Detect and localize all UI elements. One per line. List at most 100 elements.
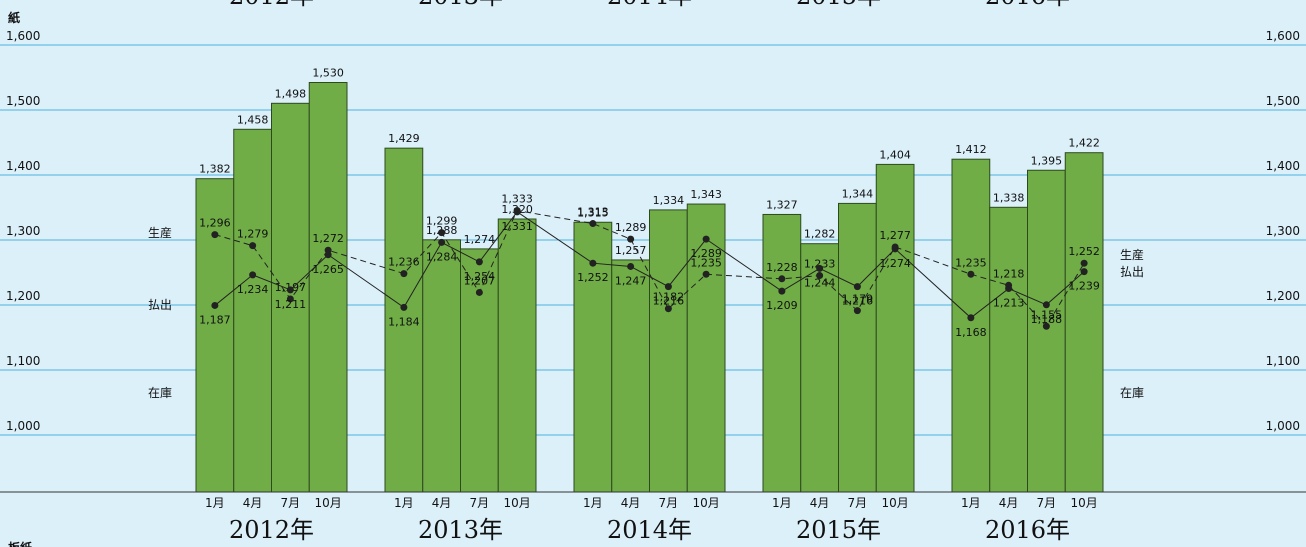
bar-value-label: 1,257 bbox=[615, 244, 647, 257]
point-value-label: 1,289 bbox=[690, 247, 722, 260]
x-tick-label: 7月 bbox=[659, 496, 679, 510]
point-value-label: 1,274 bbox=[879, 257, 911, 270]
point-value-label: 1,331 bbox=[501, 220, 533, 233]
bar-value-label: 1,458 bbox=[237, 113, 269, 126]
point bbox=[589, 220, 597, 228]
chart-title: 紙 bbox=[8, 10, 20, 25]
point bbox=[816, 264, 824, 272]
bar bbox=[1027, 169, 1066, 493]
y-tick-label: 1,100 bbox=[1266, 354, 1300, 368]
x-tick-label: 10月 bbox=[314, 496, 341, 510]
point-value-label: 1,234 bbox=[237, 283, 269, 296]
bar bbox=[233, 128, 272, 493]
point-value-label: 1,265 bbox=[312, 263, 344, 276]
bar bbox=[838, 202, 877, 493]
point-value-label: 1,252 bbox=[1068, 245, 1100, 258]
x-tick-label: 4月 bbox=[810, 496, 830, 510]
point bbox=[1080, 268, 1088, 276]
bar bbox=[762, 213, 802, 493]
y-tick-label: 1,300 bbox=[6, 224, 40, 238]
point bbox=[1042, 322, 1050, 330]
bar-value-label: 1,382 bbox=[199, 163, 231, 176]
x-tick-label: 7月 bbox=[848, 496, 868, 510]
point bbox=[816, 272, 824, 280]
x-tick-label: 10月 bbox=[692, 496, 719, 510]
bar-value-label: 1,282 bbox=[804, 228, 836, 241]
point-value-label: 1,184 bbox=[388, 315, 420, 328]
bar-value-label: 1,530 bbox=[312, 67, 344, 80]
y-tick-label: 1,500 bbox=[6, 94, 40, 108]
x-tick-label: 10月 bbox=[503, 496, 530, 510]
y-tick-label: 1,400 bbox=[6, 159, 40, 173]
bar-value-label: 1,344 bbox=[842, 187, 874, 200]
legend-label: 生産 bbox=[148, 225, 172, 240]
point bbox=[702, 270, 710, 278]
point bbox=[967, 270, 975, 278]
point bbox=[475, 288, 483, 296]
point-value-label: 1,296 bbox=[199, 217, 231, 230]
point bbox=[286, 295, 294, 303]
point-value-label: 1,299 bbox=[426, 215, 458, 228]
point bbox=[778, 287, 786, 295]
point-value-label: 1,155 bbox=[1031, 308, 1063, 321]
point-value-label: 1,279 bbox=[237, 228, 269, 241]
bar bbox=[649, 209, 688, 493]
bar-value-label: 1,498 bbox=[275, 87, 307, 100]
x-tick-label: 4月 bbox=[243, 496, 263, 510]
bar-value-label: 1,422 bbox=[1068, 137, 1100, 150]
bar bbox=[989, 206, 1028, 493]
line bbox=[214, 211, 1085, 319]
bar-value-label: 1,343 bbox=[690, 188, 722, 201]
point bbox=[627, 235, 635, 243]
bar bbox=[800, 243, 839, 493]
point-value-label: 1,211 bbox=[275, 298, 307, 311]
point-value-label: 1,213 bbox=[993, 297, 1025, 310]
year-label-top: 2016年 bbox=[985, 0, 1070, 10]
bar bbox=[384, 147, 424, 493]
x-tick-label: 1月 bbox=[394, 496, 414, 510]
point bbox=[1042, 301, 1050, 309]
bar-value-label: 1,338 bbox=[993, 191, 1025, 204]
y-tick-label: 1,600 bbox=[6, 29, 40, 43]
year-label-top: 2014年 bbox=[607, 0, 692, 10]
y-tick-label: 1,000 bbox=[6, 419, 40, 433]
y-tick-label: 1,400 bbox=[1266, 159, 1300, 173]
bar-value-label: 1,429 bbox=[388, 132, 420, 145]
x-tick-label: 7月 bbox=[281, 496, 301, 510]
year-label-top: 2013年 bbox=[418, 0, 503, 10]
x-tick-label: 1月 bbox=[772, 496, 792, 510]
y-tick-label: 1,600 bbox=[1266, 29, 1300, 43]
point-value-label: 1,272 bbox=[312, 232, 344, 245]
point bbox=[778, 275, 786, 283]
y-tick-label: 1,200 bbox=[1266, 289, 1300, 303]
legend-label: 払出 bbox=[1120, 265, 1144, 279]
y-tick-label: 1,300 bbox=[1266, 224, 1300, 238]
point-value-label: 1,333 bbox=[501, 193, 533, 206]
point bbox=[967, 314, 975, 322]
point-value-label: 1,277 bbox=[879, 229, 911, 242]
point bbox=[702, 235, 710, 243]
point bbox=[400, 303, 408, 311]
point-value-label: 1,289 bbox=[615, 221, 647, 234]
x-tick-label: 7月 bbox=[1037, 496, 1057, 510]
bar bbox=[422, 239, 461, 493]
x-tick-label: 10月 bbox=[881, 496, 908, 510]
bar bbox=[611, 259, 650, 493]
point-value-label: 1,187 bbox=[199, 313, 231, 326]
point-value-label: 1,284 bbox=[426, 250, 458, 263]
year-label-top: 2015年 bbox=[796, 0, 881, 10]
year-label: 2016年 bbox=[985, 516, 1070, 544]
bar bbox=[573, 221, 613, 493]
point bbox=[589, 259, 597, 267]
year-label-top: 2012年 bbox=[229, 0, 314, 10]
legend-label: 払出 bbox=[148, 298, 172, 312]
next-title: 板紙 bbox=[8, 540, 32, 547]
x-tick-label: 4月 bbox=[999, 496, 1019, 510]
point-value-label: 1,179 bbox=[842, 293, 874, 306]
point-value-label: 1,236 bbox=[388, 256, 420, 269]
bar-value-label: 1,334 bbox=[653, 194, 685, 207]
point-value-label: 1,182 bbox=[653, 291, 685, 304]
x-tick-label: 10月 bbox=[1070, 496, 1097, 510]
y-tick-label: 1,200 bbox=[6, 289, 40, 303]
